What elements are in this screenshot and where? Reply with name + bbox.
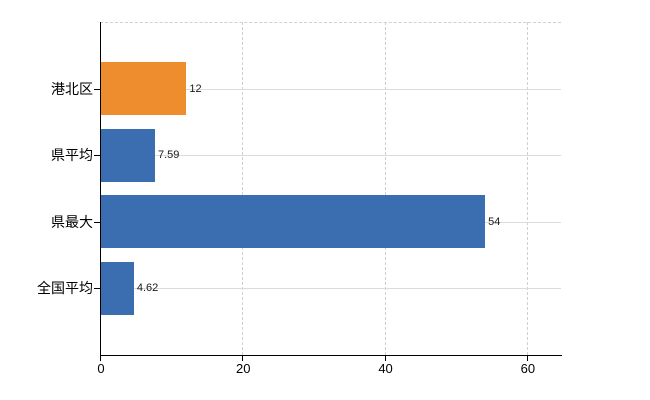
x-gridline xyxy=(526,22,528,355)
y-axis xyxy=(100,22,101,355)
y-gridline xyxy=(100,88,561,90)
x-axis xyxy=(100,355,562,356)
bar-value-label: 7.59 xyxy=(157,149,180,162)
y-gridline xyxy=(100,155,561,157)
bar xyxy=(101,128,155,182)
x-tick-label: 0 xyxy=(97,361,105,376)
x-gridline xyxy=(384,22,386,355)
bar xyxy=(101,261,134,315)
plot-top-border xyxy=(100,22,561,23)
x-gridline xyxy=(242,22,244,355)
x-tick-mark xyxy=(526,355,528,361)
x-tick-label: 60 xyxy=(520,361,536,376)
y-tick-mark xyxy=(94,88,100,90)
x-tick-mark xyxy=(100,355,101,361)
y-category-label: 県最大 xyxy=(51,213,93,230)
bar xyxy=(101,62,187,116)
x-tick-mark xyxy=(242,355,244,361)
y-tick-mark xyxy=(94,288,100,290)
y-category-label: 港北区 xyxy=(51,80,93,97)
x-tick-label: 40 xyxy=(378,361,393,376)
x-tick-label: 20 xyxy=(236,361,251,376)
x-tick-mark xyxy=(384,355,386,361)
y-category-label: 全国平均 xyxy=(37,280,93,297)
y-tick-mark xyxy=(94,155,100,157)
y-tick-mark xyxy=(94,221,100,223)
y-category-label: 県平均 xyxy=(51,147,93,164)
bar-value-label: 54 xyxy=(488,215,501,228)
bar-value-label: 4.62 xyxy=(136,282,159,295)
bar xyxy=(101,195,486,249)
bar-value-label: 12 xyxy=(189,82,202,95)
y-gridline xyxy=(100,288,561,290)
